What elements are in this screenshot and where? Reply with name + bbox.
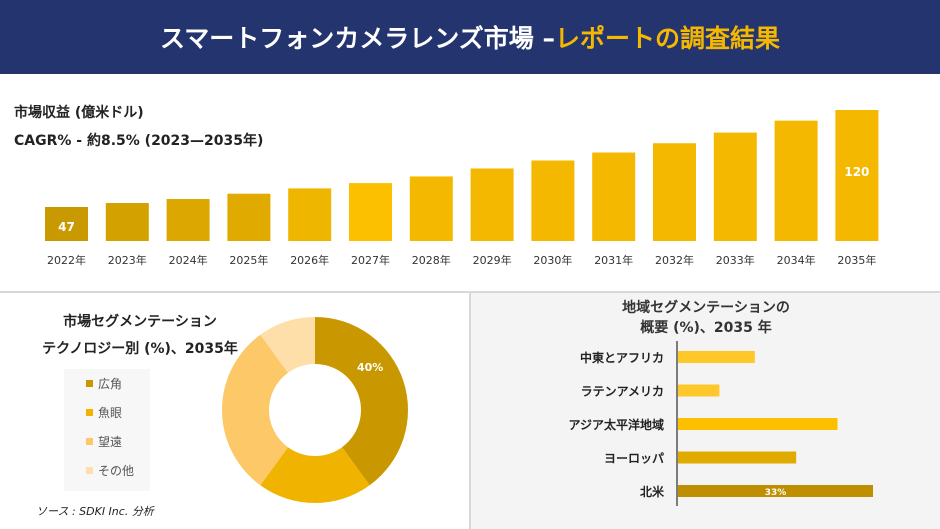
legend-label: 望遠 <box>98 435 123 449</box>
year-tick-label: 2024年 <box>169 253 208 267</box>
revenue-bar <box>713 132 757 241</box>
region-bar <box>678 351 755 363</box>
title-accent: レポートの調査結果 <box>554 24 780 53</box>
year-tick-label: 2023年 <box>108 253 147 267</box>
pie-subtitle: テクノロジー別 (%)、2035年 <box>42 341 238 357</box>
region-label: アジア太平洋地域 <box>568 417 664 432</box>
title-main: スマートフォンカメラレンズ市場 – <box>160 24 555 53</box>
legend-item: 望遠 <box>64 427 150 456</box>
year-tick-label: 2029年 <box>473 253 512 267</box>
slice-data-label: 40% <box>357 361 383 374</box>
revenue-bar <box>288 188 332 241</box>
year-tick-label: 2033年 <box>716 253 755 267</box>
year-tick-label: 2022年 <box>47 253 86 267</box>
donut-slice-1 <box>260 447 370 504</box>
region-bar <box>678 384 720 397</box>
region-bar <box>678 418 838 430</box>
region-label: ヨーロッパ <box>604 452 664 466</box>
bar-data-label: 47 <box>58 220 75 234</box>
region-title: 地域セグメンテーションの <box>622 300 790 316</box>
legend-label: 広角 <box>98 377 123 391</box>
year-tick-label: 2026年 <box>290 253 329 267</box>
pie-title: 市場セグメンテーション <box>63 314 217 330</box>
revenue-bar <box>166 199 210 241</box>
revenue-bar <box>835 110 879 241</box>
revenue-bar <box>227 193 271 241</box>
legend-label: 魚眼 <box>98 406 123 420</box>
revenue-bar <box>653 143 696 241</box>
bar-data-label: 120 <box>844 165 869 179</box>
bar-data-label: 33% <box>765 488 787 498</box>
legend-swatch <box>86 380 93 387</box>
technology-segment-section: 市場セグメンテーション テクノロジー別 (%)、2035年 40% <box>0 293 469 529</box>
region-subtitle: 概要 (%)、2035 年 <box>640 320 772 336</box>
year-tick-label: 2028年 <box>412 253 451 267</box>
revenue-bar <box>531 160 575 241</box>
year-tick-label: 2025年 <box>229 253 268 267</box>
region-bar <box>678 485 873 497</box>
legend-swatch <box>86 467 93 474</box>
legend-item: その他 <box>64 456 150 485</box>
legend-item: 広角 <box>64 369 150 398</box>
year-tick-label: 2030年 <box>533 253 572 267</box>
legend-swatch <box>86 409 93 416</box>
year-tick-label: 2035年 <box>837 253 876 267</box>
region-label: 北米 <box>640 484 665 499</box>
region-bar <box>678 451 797 464</box>
region-label: 中東とアフリカ <box>580 350 664 365</box>
revenue-section: 市場収益 (億米ドル) CAGR% - 約8.5% (2023—2035年) 2… <box>0 74 940 291</box>
revenue-bar <box>45 207 88 241</box>
region-segment-section: 地域セグメンテーションの 概要 (%)、2035 年 中東とアフリカ ラテンアメリ… <box>471 293 940 529</box>
revenue-bar <box>105 203 149 241</box>
donut-slice-3 <box>260 317 315 373</box>
legend-item: 魚眼 <box>64 398 150 427</box>
year-tick-label: 2032年 <box>655 253 694 267</box>
revenue-bar <box>349 183 392 241</box>
year-tick-label: 2034年 <box>777 253 816 267</box>
technology-donut-chart: 40% <box>221 317 409 504</box>
legend-label: その他 <box>98 464 135 478</box>
header-banner: スマートフォンカメラレンズ市場 – レポートの調査結果 <box>0 0 940 74</box>
donut-slice-0 <box>315 317 409 486</box>
cagr-label: CAGR% - 約8.5% (2023—2035年) <box>14 133 264 149</box>
revenue-bar-chart: 2022年 47 2023年 2024年 2025年 2026年 2027年 2028年 202… <box>45 110 879 267</box>
donut-slice-2 <box>221 334 288 486</box>
year-tick-label: 2031年 <box>594 253 633 267</box>
revenue-bar <box>774 120 818 241</box>
year-tick-label: 2027年 <box>351 253 390 267</box>
divider <box>0 291 940 293</box>
region-label: ラテンアメリカ <box>581 385 664 399</box>
pie-legend: 広角 魚眼 望遠 その他 <box>64 369 150 491</box>
legend-swatch <box>86 438 93 445</box>
divider <box>469 293 471 529</box>
revenue-bar <box>592 152 636 241</box>
revenue-bar <box>470 168 514 241</box>
revenue-bar <box>409 176 453 241</box>
source-note: ソース : SDKI Inc. 分析 <box>36 505 154 518</box>
revenue-label: 市場収益 (億米ドル) <box>14 105 144 121</box>
